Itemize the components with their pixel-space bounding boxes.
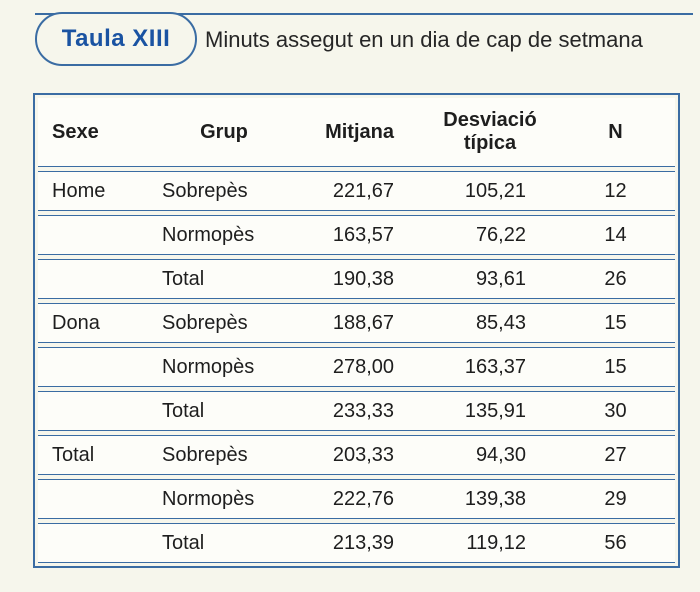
cell-desviacio: 163,37 bbox=[464, 355, 526, 378]
header-mitjana: Mitjana bbox=[325, 120, 394, 143]
table-row: Home Sobrepès 221,67 105,21 12 bbox=[38, 171, 675, 211]
table-row: Dona Sobrepès 188,67 85,43 15 bbox=[38, 303, 675, 343]
stats-table: Sexe Grup Mitjana Desviació típica N Hom… bbox=[33, 93, 680, 568]
cell-sexe: Home bbox=[52, 179, 106, 202]
table-title: Minuts assegut en un dia de cap de setma… bbox=[205, 27, 643, 52]
cell-grup: Total bbox=[162, 531, 205, 554]
header-n: N bbox=[608, 120, 623, 143]
cell-desviacio: 93,61 bbox=[475, 267, 526, 290]
table-row: Total 213,39 119,12 56 bbox=[38, 523, 675, 563]
cell-desviacio: 139,38 bbox=[464, 487, 526, 510]
cell-grup: Total bbox=[162, 399, 205, 422]
header-desviacio: Desviació típica bbox=[438, 109, 542, 155]
cell-sexe: Total bbox=[52, 443, 95, 466]
cell-n: 30 bbox=[604, 399, 627, 422]
cell-mitjana: 221,67 bbox=[332, 179, 394, 202]
cell-desviacio: 119,12 bbox=[466, 531, 526, 554]
header-grup: Grup bbox=[200, 120, 248, 143]
cell-n: 15 bbox=[604, 355, 627, 378]
cell-mitjana: 278,00 bbox=[332, 355, 394, 378]
cell-grup: Normopès bbox=[162, 487, 255, 510]
cell-grup: Sobrepès bbox=[162, 179, 248, 202]
cell-mitjana: 233,33 bbox=[332, 399, 394, 422]
cell-n: 12 bbox=[604, 179, 627, 202]
table-row: Normopès 278,00 163,37 15 bbox=[38, 347, 675, 387]
cell-grup: Normopès bbox=[162, 223, 255, 246]
top-rule bbox=[35, 13, 693, 15]
header-desviacio-text: Desviació típica bbox=[443, 109, 537, 154]
cell-mitjana: 188,67 bbox=[332, 311, 394, 334]
cell-desviacio: 94,30 bbox=[475, 443, 526, 466]
table-row: Total 190,38 93,61 26 bbox=[38, 259, 675, 299]
table-body: Home Sobrepès 221,67 105,21 12 Normopès … bbox=[38, 171, 675, 563]
header-sexe: Sexe bbox=[52, 120, 99, 143]
cell-desviacio: 76,22 bbox=[475, 223, 526, 246]
cell-mitjana: 203,33 bbox=[332, 443, 394, 466]
cell-grup: Sobrepès bbox=[162, 311, 248, 334]
cell-mitjana: 213,39 bbox=[332, 531, 394, 554]
cell-n: 15 bbox=[604, 311, 627, 334]
table-row: Normopès 163,57 76,22 14 bbox=[38, 215, 675, 255]
cell-desviacio: 85,43 bbox=[475, 311, 526, 334]
cell-mitjana: 222,76 bbox=[332, 487, 394, 510]
cell-mitjana: 163,57 bbox=[332, 223, 394, 246]
table-row: Total 233,33 135,91 30 bbox=[38, 391, 675, 431]
table-row: Total Sobrepès 203,33 94,30 27 bbox=[38, 435, 675, 475]
cell-n: 56 bbox=[604, 531, 627, 554]
cell-n: 14 bbox=[604, 223, 627, 246]
cell-desviacio: 105,21 bbox=[464, 179, 526, 202]
cell-desviacio: 135,91 bbox=[464, 399, 526, 422]
cell-mitjana: 190,38 bbox=[332, 267, 394, 290]
cell-n: 27 bbox=[604, 443, 627, 466]
table-label: Taula XIII bbox=[61, 25, 171, 52]
table-row: Normopès 222,76 139,38 29 bbox=[38, 479, 675, 519]
cell-n: 26 bbox=[604, 267, 627, 290]
cell-sexe: Dona bbox=[52, 311, 100, 334]
table-label-badge: Taula XIII bbox=[35, 12, 197, 66]
table-header-row: Sexe Grup Mitjana Desviació típica N bbox=[38, 98, 675, 167]
cell-n: 29 bbox=[604, 487, 627, 510]
cell-grup: Total bbox=[162, 267, 205, 290]
cell-grup: Normopès bbox=[162, 355, 255, 378]
cell-grup: Sobrepès bbox=[162, 443, 248, 466]
